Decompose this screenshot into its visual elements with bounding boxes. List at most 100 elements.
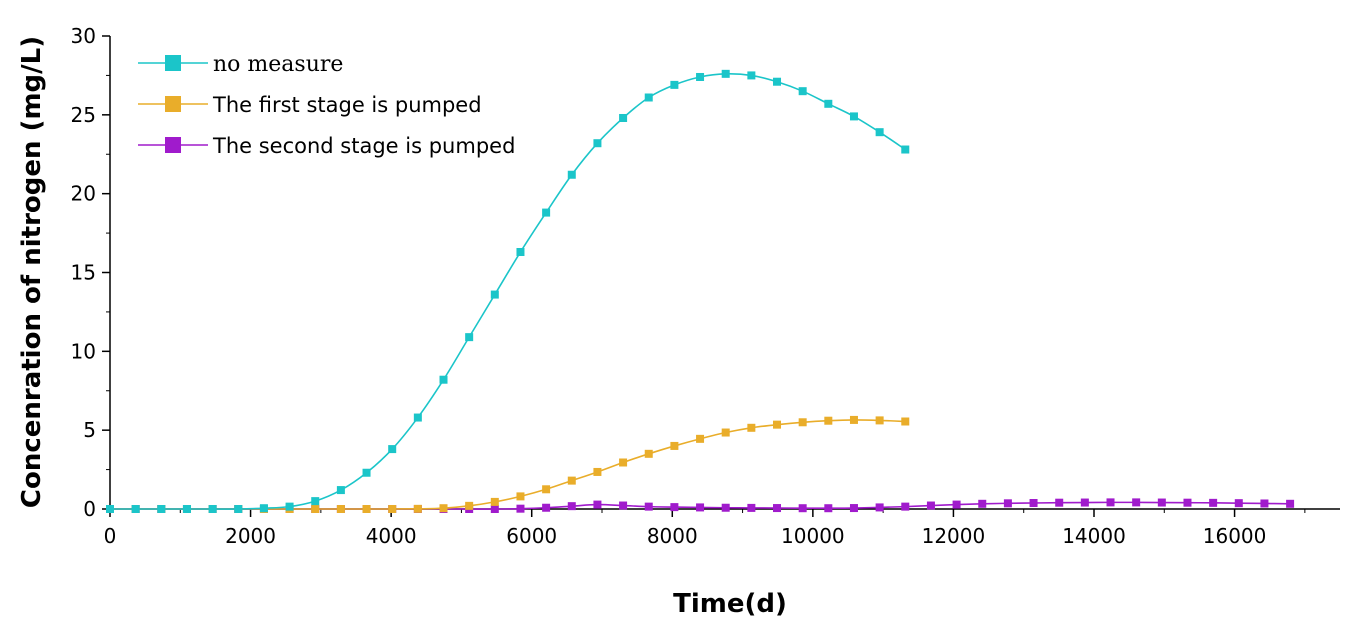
legend-item: no measure xyxy=(138,52,343,77)
data-point xyxy=(131,505,140,513)
data-point xyxy=(516,504,525,513)
data-point xyxy=(439,504,448,513)
data-point xyxy=(593,139,602,148)
data-point xyxy=(516,248,525,256)
data-point xyxy=(413,504,422,513)
data-point xyxy=(157,505,166,513)
x-tick-label: 8000 xyxy=(647,524,698,548)
legend-item: The first stage is pumped xyxy=(138,93,482,117)
data-point xyxy=(1106,498,1115,507)
y-tick-label: 10 xyxy=(71,339,96,363)
data-point xyxy=(721,428,730,437)
series-1 xyxy=(106,415,910,513)
data-point xyxy=(849,504,858,513)
y-tick-label: 0 xyxy=(83,497,96,521)
data-point xyxy=(901,145,910,154)
data-point xyxy=(567,502,576,511)
x-axis-title: Time(d) xyxy=(673,589,787,619)
data-point xyxy=(721,69,730,78)
data-point xyxy=(747,71,756,80)
data-point xyxy=(362,468,371,477)
data-point xyxy=(798,87,807,96)
y-tick-label: 30 xyxy=(71,24,96,48)
data-point xyxy=(567,476,576,485)
data-point xyxy=(593,500,602,509)
data-point xyxy=(901,417,910,426)
legend-marker xyxy=(165,55,181,71)
data-point xyxy=(824,416,833,425)
data-point xyxy=(670,80,679,89)
data-point xyxy=(439,375,448,384)
data-point xyxy=(670,503,679,512)
data-point xyxy=(567,170,576,179)
data-point xyxy=(747,423,756,432)
x-tick-label: 14000 xyxy=(1062,524,1126,548)
data-point xyxy=(849,415,858,424)
data-point xyxy=(1286,499,1295,508)
data-point xyxy=(619,113,628,122)
legend-label: no measure xyxy=(213,52,343,77)
data-point xyxy=(465,333,474,342)
data-point xyxy=(1234,499,1243,508)
legend-item: The second stage is pumped xyxy=(138,134,515,158)
data-point xyxy=(773,77,782,86)
data-point xyxy=(1183,498,1192,507)
data-point xyxy=(285,502,294,511)
data-point xyxy=(824,504,833,513)
data-point xyxy=(1080,498,1089,507)
data-point xyxy=(696,72,705,81)
data-point xyxy=(490,290,499,299)
legend: no measure The first stage is pumped The s… xyxy=(138,52,515,158)
data-point xyxy=(875,416,884,425)
data-point xyxy=(773,420,782,429)
data-point xyxy=(106,505,114,513)
data-point xyxy=(1029,499,1038,508)
data-point xyxy=(978,499,987,508)
data-point xyxy=(490,505,499,513)
data-point xyxy=(208,505,217,513)
data-point xyxy=(875,128,884,137)
x-tick-label: 0 xyxy=(104,524,117,548)
y-tick-label: 20 xyxy=(71,182,96,206)
data-point xyxy=(670,441,679,450)
data-point xyxy=(1209,498,1218,507)
x-tick-label: 2000 xyxy=(225,524,276,548)
data-point xyxy=(413,413,422,422)
data-point xyxy=(798,418,807,427)
data-point xyxy=(696,434,705,443)
legend-marker xyxy=(165,96,181,112)
x-tick-label: 10000 xyxy=(781,524,845,548)
data-point xyxy=(336,505,345,513)
x-tick-label: 16000 xyxy=(1203,524,1267,548)
data-point xyxy=(644,93,653,102)
data-point xyxy=(311,505,320,513)
data-point xyxy=(952,500,961,509)
data-point xyxy=(1260,499,1269,508)
data-point xyxy=(1132,498,1141,507)
data-point xyxy=(516,492,525,501)
data-point xyxy=(901,502,910,511)
data-point xyxy=(362,505,371,513)
data-point xyxy=(542,208,551,217)
x-tick-label: 4000 xyxy=(366,524,417,548)
data-point xyxy=(182,505,191,513)
data-point xyxy=(849,112,858,121)
data-point xyxy=(747,503,756,512)
data-point xyxy=(465,501,474,510)
plot-area xyxy=(106,69,1295,513)
axes: 0 5 10 15 20 25 30 0 2000 4000 6000 8000 10000 12000 1… xyxy=(71,24,1340,548)
y-tick-label: 25 xyxy=(71,103,96,127)
x-tick-label: 6000 xyxy=(506,524,557,548)
data-point xyxy=(619,458,628,467)
data-point xyxy=(1055,498,1064,507)
data-point xyxy=(798,504,807,513)
data-point xyxy=(311,497,320,506)
data-point xyxy=(336,486,345,495)
series-line xyxy=(109,419,906,510)
data-point xyxy=(926,501,935,510)
data-point xyxy=(388,445,397,454)
y-axis-title: Concenration of nitrogen (mg/L) xyxy=(17,36,47,508)
data-point xyxy=(721,503,730,512)
series-2 xyxy=(106,498,1295,513)
